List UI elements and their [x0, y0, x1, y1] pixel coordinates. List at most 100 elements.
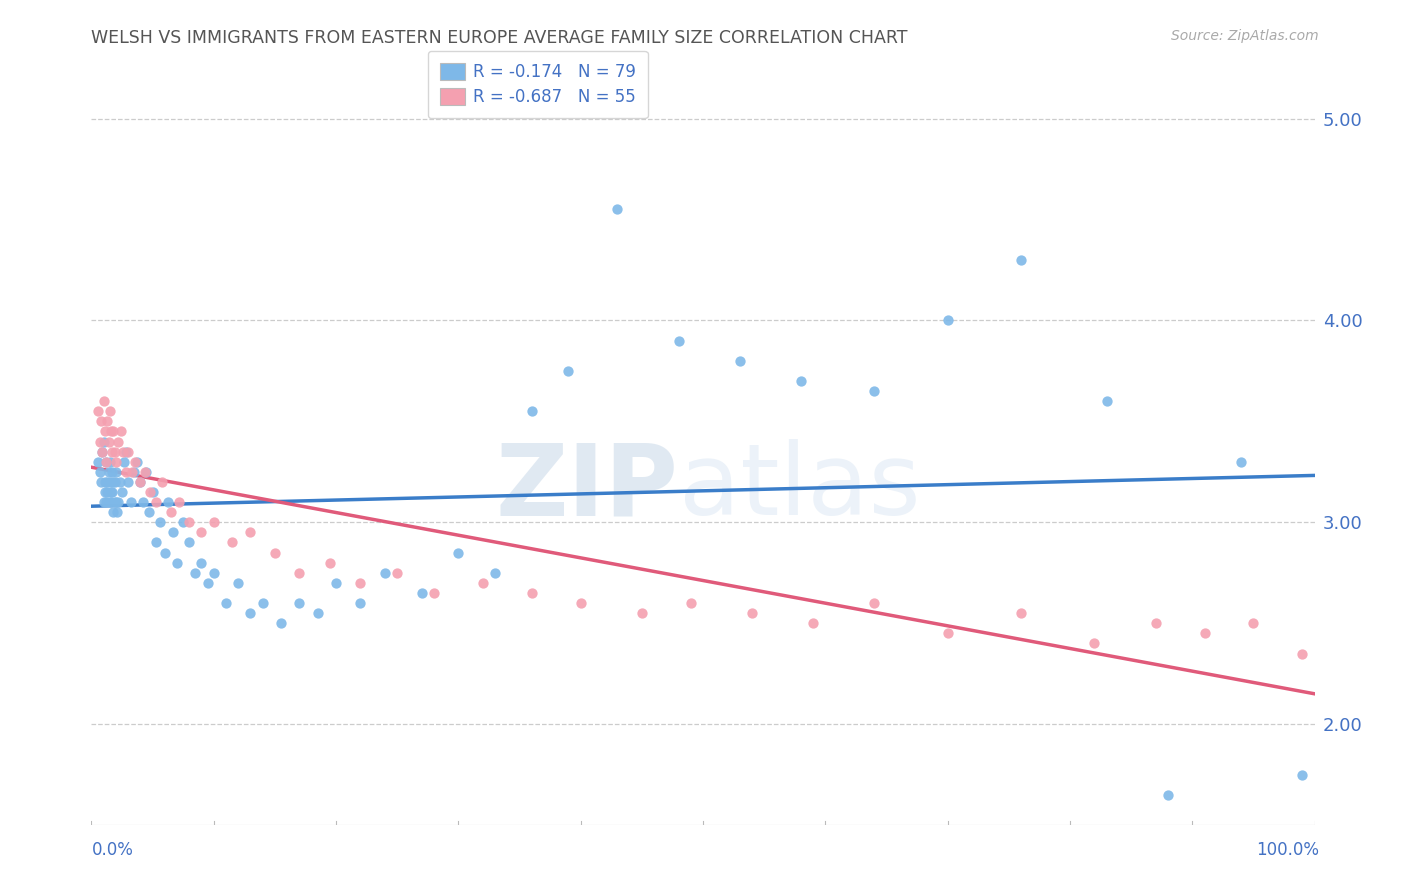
Point — [86, 455, 108, 469]
Point — [135, 465, 157, 479]
Text: Source: ZipAtlas.com: Source: ZipAtlas.com — [1171, 29, 1319, 43]
Point — [411, 586, 433, 600]
Point — [557, 364, 579, 378]
Point — [741, 606, 763, 620]
Point — [121, 465, 143, 479]
Point — [239, 525, 262, 540]
Point — [114, 444, 136, 458]
Point — [157, 495, 180, 509]
Point — [111, 485, 134, 500]
Point — [108, 475, 131, 489]
Point — [94, 455, 117, 469]
Point — [134, 465, 156, 479]
Point — [679, 596, 702, 610]
Point — [1230, 455, 1253, 469]
Point — [1095, 394, 1118, 409]
Point — [1157, 788, 1180, 802]
Point — [631, 606, 654, 620]
Point — [325, 575, 347, 590]
Point — [162, 525, 184, 540]
Point — [288, 596, 311, 610]
Point — [141, 485, 163, 500]
Point — [89, 465, 111, 479]
Point — [94, 455, 117, 469]
Point — [125, 455, 148, 469]
Point — [110, 425, 132, 439]
Point — [668, 334, 690, 348]
Point — [97, 434, 120, 449]
Point — [288, 566, 311, 580]
Point — [90, 475, 112, 489]
Point — [129, 475, 152, 489]
Point — [1144, 616, 1167, 631]
Point — [91, 444, 114, 458]
Point — [103, 475, 125, 489]
Point — [96, 414, 118, 428]
Point — [97, 495, 120, 509]
Point — [221, 535, 243, 549]
Point — [107, 495, 129, 509]
Point — [484, 566, 506, 580]
Point — [1291, 767, 1313, 781]
Point — [104, 495, 127, 509]
Point — [153, 545, 176, 559]
Point — [169, 495, 191, 509]
Point — [150, 475, 173, 489]
Point — [190, 525, 212, 540]
Point — [93, 394, 115, 409]
Point — [606, 202, 628, 217]
Point — [145, 535, 167, 549]
Point — [728, 353, 751, 368]
Point — [471, 575, 494, 590]
Text: atlas: atlas — [679, 439, 920, 536]
Point — [349, 596, 371, 610]
Text: WELSH VS IMMIGRANTS FROM EASTERN EUROPE AVERAGE FAMILY SIZE CORRELATION CHART: WELSH VS IMMIGRANTS FROM EASTERN EUROPE … — [91, 29, 908, 46]
Point — [100, 495, 122, 509]
Point — [112, 455, 135, 469]
Point — [202, 516, 225, 530]
Point — [129, 475, 152, 489]
Legend: R = -0.174   N = 79, R = -0.687   N = 55: R = -0.174 N = 79, R = -0.687 N = 55 — [427, 51, 648, 118]
Point — [98, 455, 121, 469]
Point — [98, 475, 121, 489]
Point — [104, 465, 127, 479]
Point — [93, 495, 115, 509]
Point — [98, 404, 121, 418]
Point — [120, 495, 142, 509]
Point — [104, 495, 127, 509]
Point — [1010, 606, 1032, 620]
Point — [94, 475, 117, 489]
Point — [145, 495, 167, 509]
Point — [270, 616, 292, 631]
Point — [105, 505, 128, 519]
Point — [117, 444, 139, 458]
Point — [1083, 636, 1105, 650]
Point — [101, 465, 124, 479]
Point — [179, 535, 201, 549]
Point — [569, 596, 592, 610]
Point — [138, 505, 160, 519]
Point — [104, 475, 127, 489]
Point — [86, 404, 108, 418]
Point — [202, 566, 225, 580]
Point — [184, 566, 207, 580]
Point — [264, 545, 287, 559]
Point — [1194, 626, 1216, 640]
Point — [90, 414, 112, 428]
Point — [447, 545, 470, 559]
Point — [94, 485, 117, 500]
Point — [1010, 252, 1032, 267]
Point — [385, 566, 409, 580]
Point — [94, 495, 117, 509]
Point — [96, 485, 118, 500]
Point — [117, 475, 139, 489]
Text: 100.0%: 100.0% — [1256, 840, 1319, 858]
Point — [307, 606, 329, 620]
Point — [94, 425, 117, 439]
Point — [197, 575, 219, 590]
Point — [190, 556, 212, 570]
Point — [520, 404, 543, 418]
Point — [863, 384, 886, 398]
Point — [107, 434, 129, 449]
Point — [132, 495, 155, 509]
